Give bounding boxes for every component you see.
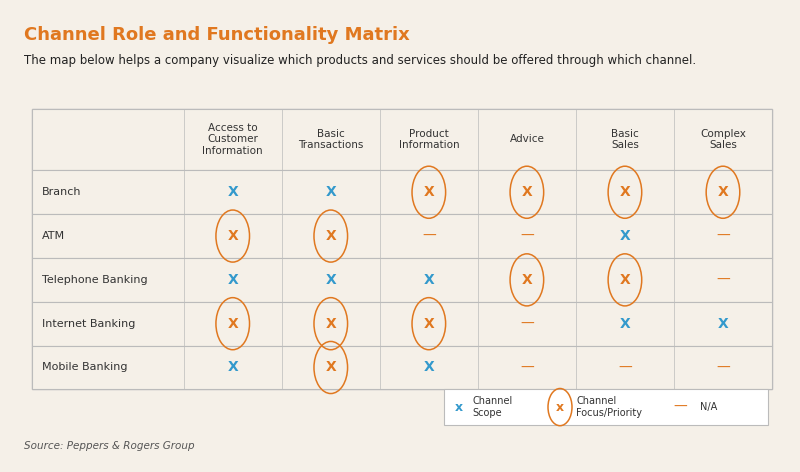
Text: Channel
Focus/Priority: Channel Focus/Priority bbox=[576, 396, 642, 418]
Text: —: — bbox=[520, 361, 534, 374]
Text: —: — bbox=[716, 229, 730, 243]
Text: X: X bbox=[423, 361, 434, 374]
Text: X: X bbox=[619, 185, 630, 199]
Text: X: X bbox=[718, 317, 728, 331]
Text: X: X bbox=[326, 273, 336, 287]
Text: x: x bbox=[556, 401, 564, 413]
Text: Internet Banking: Internet Banking bbox=[42, 319, 135, 329]
Text: X: X bbox=[326, 317, 336, 331]
Text: X: X bbox=[718, 185, 728, 199]
Text: X: X bbox=[423, 185, 434, 199]
Text: Basic
Transactions: Basic Transactions bbox=[298, 129, 363, 150]
Text: Complex
Sales: Complex Sales bbox=[700, 129, 746, 150]
Text: Channel
Scope: Channel Scope bbox=[473, 396, 513, 418]
Text: —: — bbox=[618, 361, 632, 374]
Text: Branch: Branch bbox=[42, 187, 81, 197]
Text: —: — bbox=[673, 400, 687, 414]
Text: X: X bbox=[522, 273, 532, 287]
Text: X: X bbox=[227, 317, 238, 331]
Text: Mobile Banking: Mobile Banking bbox=[42, 362, 127, 372]
Text: The map below helps a company visualize which products and services should be of: The map below helps a company visualize … bbox=[24, 54, 696, 67]
Text: Product
Information: Product Information bbox=[398, 129, 459, 150]
Text: X: X bbox=[227, 229, 238, 243]
Text: X: X bbox=[227, 273, 238, 287]
Text: Access to
Customer
Information: Access to Customer Information bbox=[202, 123, 263, 156]
Text: ATM: ATM bbox=[42, 231, 65, 241]
Text: X: X bbox=[326, 229, 336, 243]
Text: X: X bbox=[423, 317, 434, 331]
Text: N/A: N/A bbox=[700, 402, 718, 412]
Text: Channel Role and Functionality Matrix: Channel Role and Functionality Matrix bbox=[24, 26, 410, 44]
Text: —: — bbox=[716, 361, 730, 374]
Text: X: X bbox=[619, 229, 630, 243]
Text: Advice: Advice bbox=[510, 135, 544, 144]
Text: Basic
Sales: Basic Sales bbox=[611, 129, 639, 150]
Text: Telephone Banking: Telephone Banking bbox=[42, 275, 147, 285]
Text: X: X bbox=[326, 361, 336, 374]
Text: X: X bbox=[227, 185, 238, 199]
Text: X: X bbox=[619, 317, 630, 331]
Text: X: X bbox=[619, 273, 630, 287]
Text: X: X bbox=[326, 185, 336, 199]
Text: x: x bbox=[454, 401, 462, 413]
Text: Source: Peppers & Rogers Group: Source: Peppers & Rogers Group bbox=[24, 441, 194, 451]
Text: X: X bbox=[227, 361, 238, 374]
Text: X: X bbox=[423, 273, 434, 287]
Text: —: — bbox=[520, 229, 534, 243]
Text: —: — bbox=[520, 317, 534, 331]
Text: X: X bbox=[522, 185, 532, 199]
Text: —: — bbox=[716, 273, 730, 287]
Text: —: — bbox=[422, 229, 436, 243]
